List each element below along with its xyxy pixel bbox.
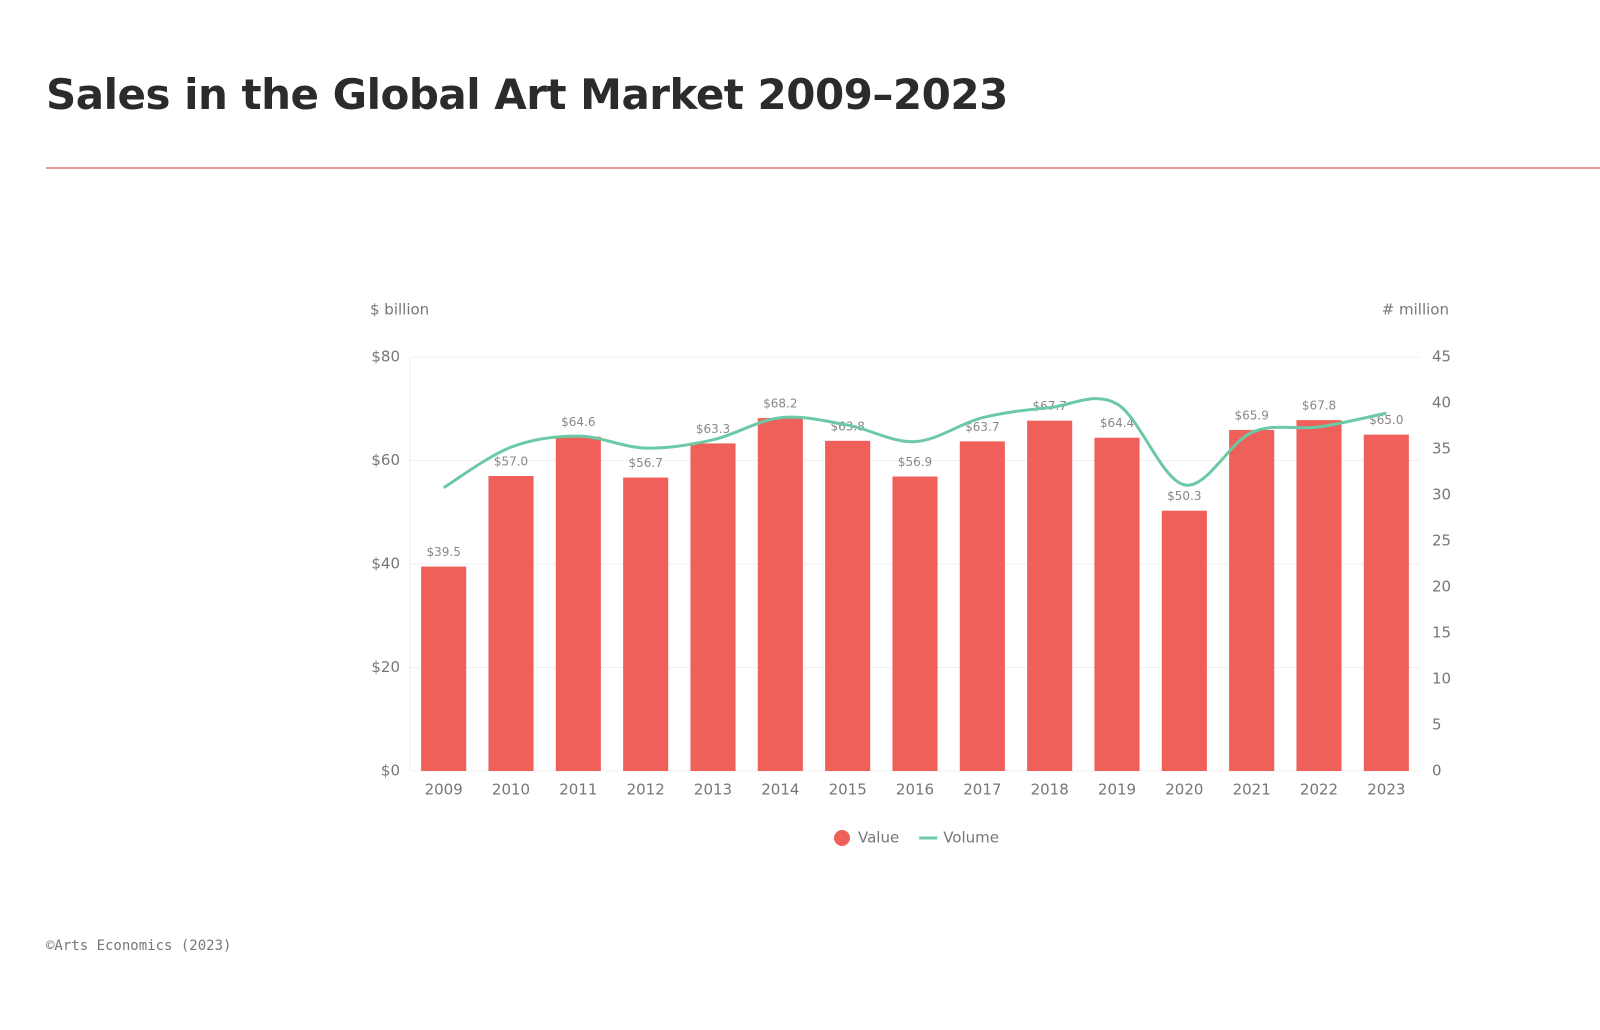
bar bbox=[690, 443, 736, 771]
x-tick-label: 2012 bbox=[627, 781, 665, 799]
y-tick-label: $80 bbox=[371, 348, 400, 366]
y-axis-label: $ billion bbox=[370, 301, 429, 319]
page-title: Sales in the Global Art Market 2009–2023 bbox=[46, 70, 1008, 119]
y2-tick-label: 45 bbox=[1432, 348, 1451, 366]
x-tick-label: 2011 bbox=[559, 781, 597, 799]
value-label: $39.5 bbox=[426, 545, 460, 559]
bar bbox=[825, 440, 871, 771]
y-tick-label: $0 bbox=[381, 762, 400, 780]
value-label: $56.7 bbox=[628, 456, 662, 470]
bar bbox=[623, 477, 669, 771]
y-tick-label: $40 bbox=[371, 555, 400, 573]
y-tick-label: $20 bbox=[371, 658, 400, 676]
bar bbox=[757, 418, 803, 771]
x-tick-label: 2022 bbox=[1300, 781, 1338, 799]
bar bbox=[1363, 434, 1409, 771]
value-label: $65.0 bbox=[1369, 413, 1403, 427]
x-tick-label: 2013 bbox=[694, 781, 732, 799]
footer: ©Arts Economics (2023) bbox=[46, 938, 232, 954]
y2-tick-label: 20 bbox=[1432, 578, 1451, 596]
y2-tick-label: 5 bbox=[1432, 716, 1442, 734]
value-label: $64.4 bbox=[1100, 416, 1134, 430]
x-tick-label: 2015 bbox=[829, 781, 867, 799]
bar bbox=[959, 441, 1005, 771]
value-label: $67.8 bbox=[1302, 399, 1336, 413]
value-label: $56.9 bbox=[898, 455, 932, 469]
bar bbox=[892, 476, 938, 771]
legend-label: Volume bbox=[943, 829, 999, 847]
x-tick-label: 2018 bbox=[1031, 781, 1069, 799]
y2-tick-label: 10 bbox=[1432, 670, 1451, 688]
x-tick-label: 2021 bbox=[1233, 781, 1271, 799]
x-tick-label: 2009 bbox=[425, 781, 463, 799]
x-tick-label: 2020 bbox=[1165, 781, 1203, 799]
y2-tick-label: 15 bbox=[1432, 624, 1451, 642]
value-label: $63.7 bbox=[965, 420, 999, 434]
legend-marker bbox=[834, 830, 850, 846]
value-label: $57.0 bbox=[494, 455, 528, 469]
bar bbox=[488, 476, 534, 771]
bar bbox=[1229, 429, 1275, 771]
y-tick-label: $60 bbox=[371, 451, 400, 469]
bar bbox=[1094, 437, 1140, 771]
x-tick-label: 2014 bbox=[761, 781, 799, 799]
y2-tick-label: 40 bbox=[1432, 394, 1451, 412]
line bbox=[442, 397, 1387, 489]
title-rule bbox=[46, 167, 1600, 169]
value-label: $64.6 bbox=[561, 415, 595, 429]
x-tick-label: 2023 bbox=[1367, 781, 1405, 799]
legend-label: Value bbox=[858, 829, 899, 847]
y2-tick-label: 0 bbox=[1432, 762, 1442, 780]
bar bbox=[555, 436, 601, 771]
y2-tick-label: 35 bbox=[1432, 440, 1451, 458]
x-tick-label: 2017 bbox=[963, 781, 1001, 799]
y2-tick-label: 25 bbox=[1432, 532, 1451, 550]
x-tick-label: 2016 bbox=[896, 781, 934, 799]
value-label: $68.2 bbox=[763, 397, 797, 411]
bar bbox=[1027, 420, 1073, 771]
bar bbox=[421, 566, 467, 771]
bar bbox=[1296, 420, 1342, 771]
x-tick-label: 2019 bbox=[1098, 781, 1136, 799]
bar bbox=[1161, 510, 1207, 771]
value-label: $63.3 bbox=[696, 422, 730, 436]
value-label: $65.9 bbox=[1234, 408, 1268, 422]
x-tick-label: 2010 bbox=[492, 781, 530, 799]
y2-tick-label: 30 bbox=[1432, 486, 1451, 504]
value-label: $50.3 bbox=[1167, 489, 1201, 503]
y2-axis-label: # million bbox=[1382, 301, 1449, 319]
